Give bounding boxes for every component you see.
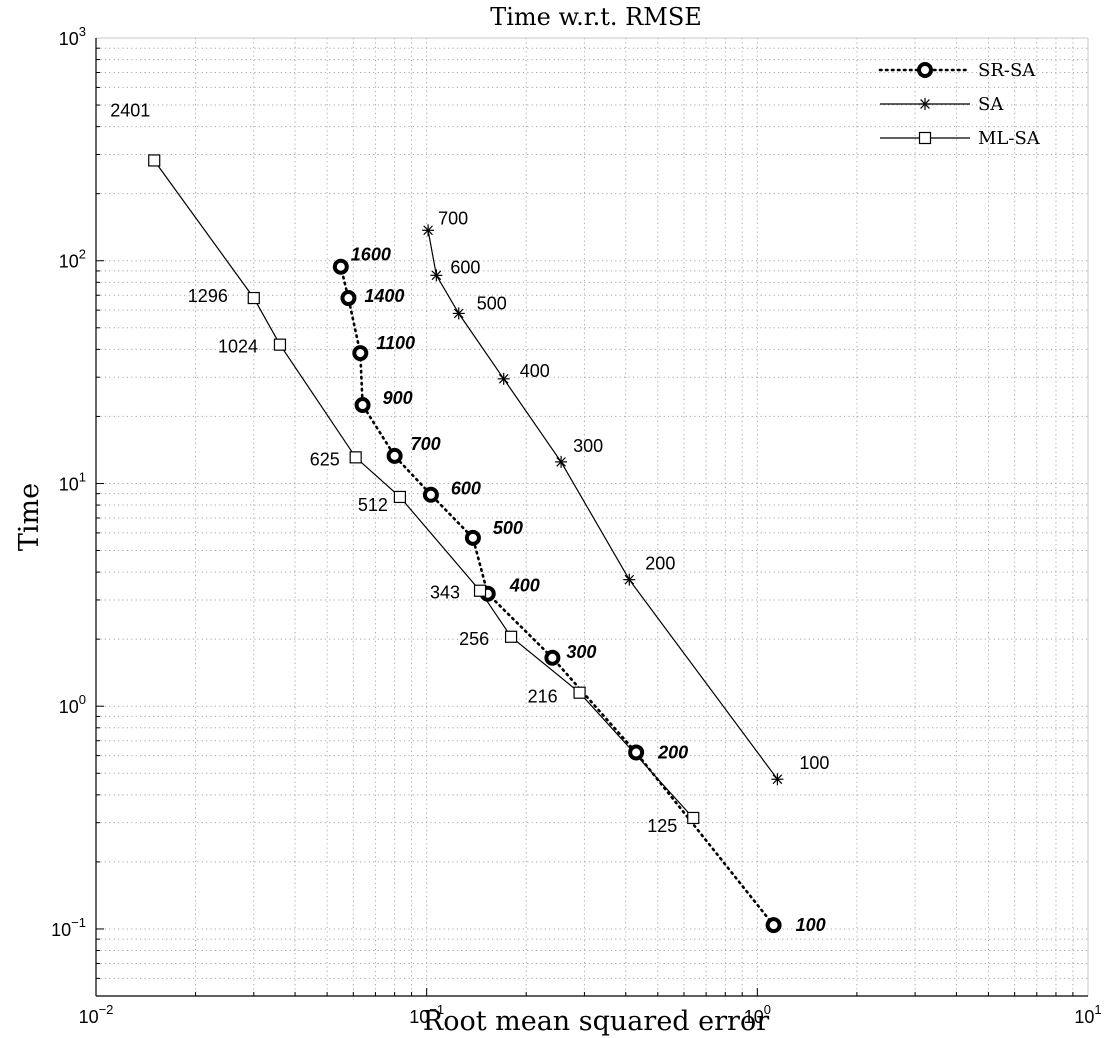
point-label-ml-sa-512: 512 [358,495,388,515]
point-label-sa-100: 100 [799,753,829,773]
y-tick-label: 102 [59,247,86,272]
legend-marker [918,131,932,145]
point-ml-sa-2401 [148,154,161,167]
legend-entry-sa: SA [880,94,1004,115]
legend-label: SR-SA [978,60,1036,81]
y-tick-label: 101 [59,469,86,494]
point-label-sr-sa-900: 900 [383,388,413,408]
x-tick-label: 100 [744,1002,771,1027]
legend-entry-sr-sa: SR-SA [878,60,1036,81]
series-markers [148,154,784,934]
point-label-sr-sa-400: 400 [509,576,540,596]
point-ml-sa-1296 [247,291,260,305]
point-label-sr-sa-1600: 1600 [351,245,391,265]
point-ml-sa-216 [573,686,586,699]
point-sa-400 [497,372,510,385]
grid [96,38,1088,996]
point-label-ml-sa-625: 625 [310,449,340,469]
point-label-sa-700: 700 [438,208,468,228]
point-label-sa-600: 600 [450,257,480,277]
legend-entry-ml-sa: ML-SA [880,128,1041,149]
point-sr-sa-900 [354,397,371,414]
y-tick-label: 10−1 [51,915,86,940]
x-tick-label: 10−1 [409,1002,444,1027]
point-label-sr-sa-1400: 1400 [364,286,404,306]
point-label-ml-sa-216: 216 [528,687,558,707]
point-ml-sa-125 [687,811,700,825]
point-label-sr-sa-1100: 1100 [376,333,415,353]
point-label-sr-sa-700: 700 [411,434,441,454]
point-label-sa-200: 200 [645,554,675,574]
y-tick-label: 103 [59,24,86,49]
x-axis-label: Root mean squared error [423,1006,769,1037]
point-label-sa-400: 400 [520,361,550,381]
series-line-sr-sa [339,265,775,927]
legend-marker [919,98,931,110]
point-label-sr-sa-100: 100 [796,915,826,935]
point-label-ml-sa-2401: 2401 [110,101,150,121]
legend: SR-SA SA ML-SA [878,60,1041,149]
point-ml-sa-512 [393,490,407,504]
point-sr-sa-300 [544,649,561,666]
point-ml-sa-256 [504,630,518,643]
point-sr-sa-100 [765,917,782,934]
point-ml-sa-343 [473,584,487,597]
point-sa-700 [422,224,435,237]
x-tick-label: 101 [1074,1002,1101,1027]
point-sr-sa-1100 [352,345,369,362]
x-tick-label: 10−2 [79,1002,114,1027]
point-sr-sa-1400 [340,290,357,307]
point-label-sr-sa-600: 600 [451,479,481,499]
point-label-ml-sa-1024: 1024 [218,337,258,357]
legend-label: SA [978,94,1004,115]
point-sr-sa-200 [628,744,645,761]
y-axis-label: Time [14,483,45,551]
point-label-sr-sa-500: 500 [493,518,523,538]
chart-title: Time w.r.t. RMSE [490,3,702,31]
point-sa-600 [430,269,443,282]
y-tick-label: 100 [59,692,86,717]
point-label-sr-sa-200: 200 [657,743,688,763]
legend-marker [917,62,933,78]
point-sa-200 [623,573,636,586]
point-sr-sa-600 [422,486,439,503]
series-line-ml-sa [153,160,694,819]
axes: 10−2 10−1 100 101 10−1 100 101 102 103 [51,24,1101,1027]
point-sr-sa-500 [464,529,481,546]
point-sa-100 [771,773,784,786]
point-label-ml-sa-343: 343 [430,583,460,603]
point-sr-sa-1600 [332,258,349,275]
point-label-sa-300: 300 [573,436,603,456]
point-sr-sa-700 [386,447,403,464]
point-ml-sa-1024 [273,338,287,351]
point-label-sr-sa-300: 300 [566,642,596,662]
legend-label: ML-SA [978,128,1041,149]
point-label-ml-sa-256: 256 [459,629,489,649]
point-label-ml-sa-1296: 1296 [188,286,228,306]
point-label-sa-500: 500 [477,293,507,313]
point-label-ml-sa-125: 125 [647,816,677,836]
point-sa-300 [555,455,568,468]
point-sa-500 [452,307,465,320]
point-labels: 100 200 300 400 500 600 700 900 1100 1400 1600 100 2… [110,101,829,936]
point-ml-sa-625 [349,451,362,464]
